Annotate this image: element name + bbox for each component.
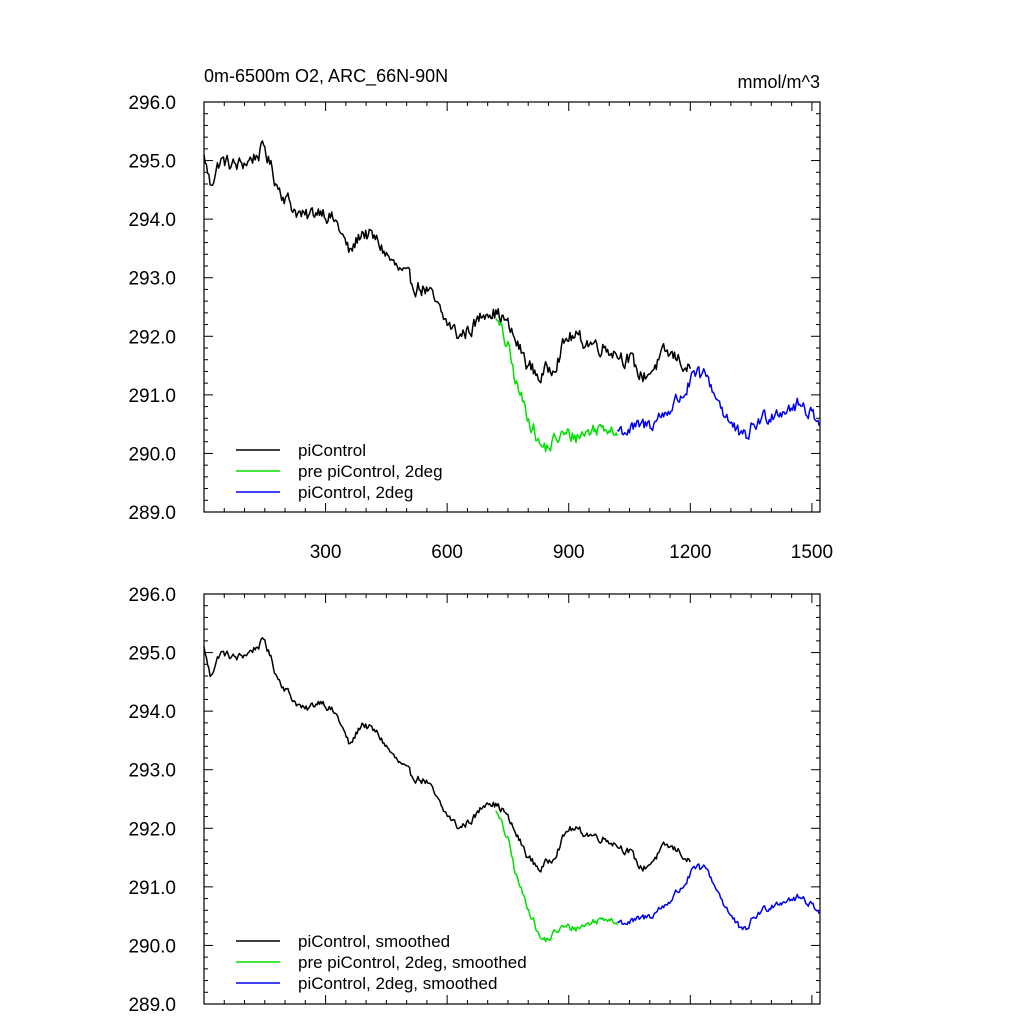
legend-label: piControl, smoothed <box>298 932 450 951</box>
y-tick-label: 290.0 <box>128 936 176 957</box>
bottom-panel: 289.0 290.0 291.0 292.0 293.0 294.0 295.0 296.0… <box>128 585 821 1016</box>
y-tick-label: 292.0 <box>128 327 176 348</box>
legend-label: pre piControl, 2deg <box>298 462 443 481</box>
y-tick-label: 293.0 <box>128 269 176 290</box>
x-tick-label: 1500 <box>791 542 833 563</box>
plot-frame <box>203 101 821 513</box>
y-tick-label: 292.0 <box>128 819 176 840</box>
y-tick-label: 293.0 <box>128 761 176 782</box>
legend-label: piControl <box>298 441 366 460</box>
legend-label: piControl, 2deg <box>298 483 413 502</box>
s2-series-line <box>617 863 820 931</box>
plot-frame <box>203 593 821 1005</box>
y-tick-label: 295.0 <box>128 644 176 665</box>
legend-label: piControl, 2deg, smoothed <box>298 974 497 993</box>
s0-series-line <box>203 637 691 873</box>
s1-series-line <box>495 318 619 453</box>
x-tick-label: 1200 <box>669 542 711 563</box>
y-tick-label: 295.0 <box>128 152 176 173</box>
y-tick-label: 290.0 <box>128 444 176 465</box>
y-tick-label: 296.0 <box>128 585 176 606</box>
s0-series-line <box>203 140 692 384</box>
y-tick-label: 289.0 <box>128 995 176 1016</box>
legend-label: pre piControl, 2deg, smoothed <box>298 953 527 972</box>
y-tick-label: 294.0 <box>128 210 176 231</box>
units-label: mmol/m^3 <box>738 72 820 92</box>
s2-series-line <box>616 365 820 440</box>
y-tick-label: 291.0 <box>128 878 176 899</box>
x-tick-label: 300 <box>310 542 342 563</box>
s1-series-line <box>495 810 619 943</box>
chart-title: 0m-6500m O2, ARC_66N-90N <box>204 66 448 87</box>
x-tick-label: 900 <box>553 542 585 563</box>
y-tick-label: 291.0 <box>128 386 176 407</box>
y-tick-label: 296.0 <box>128 93 176 114</box>
top-panel: 0m-6500m O2, ARC_66N-90N mmol/m^3 289.0 2… <box>128 66 833 563</box>
y-tick-label: 294.0 <box>128 702 176 723</box>
y-tick-label: 289.0 <box>128 503 176 524</box>
x-tick-label: 600 <box>431 542 463 563</box>
